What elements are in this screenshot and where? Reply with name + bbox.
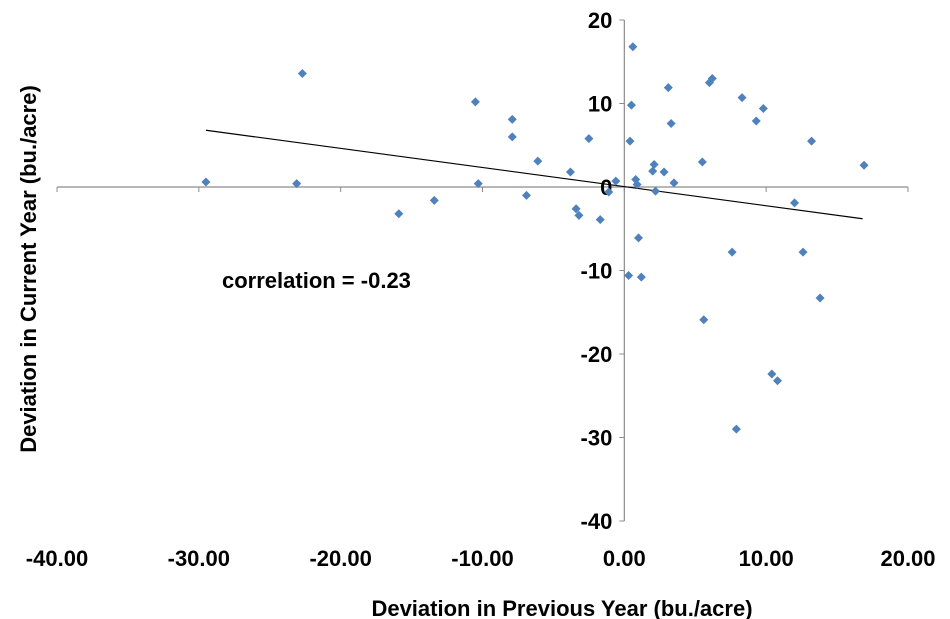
data-point	[521, 190, 531, 200]
data-point	[584, 134, 594, 144]
data-point	[659, 167, 669, 177]
data-point	[669, 178, 679, 188]
data-point	[651, 186, 661, 196]
data-point	[595, 215, 605, 225]
y-tick-label: -30	[581, 426, 613, 451]
data-point	[297, 68, 307, 78]
data-point	[611, 176, 621, 186]
x-tick-label: 20.00	[880, 546, 935, 571]
data-point	[507, 114, 517, 124]
data-points	[201, 42, 869, 434]
data-point	[807, 136, 817, 146]
data-point	[773, 376, 783, 386]
data-point	[731, 424, 741, 434]
data-point	[604, 187, 614, 197]
x-tick-label: -20.00	[309, 546, 371, 571]
data-point	[648, 166, 658, 176]
data-point	[666, 119, 676, 129]
data-point	[292, 179, 302, 189]
y-tick-labels: -40 -30 -20 -10 0 10 20	[581, 8, 625, 534]
y-tick-label: 20	[588, 8, 612, 33]
x-tick-label: -40.00	[26, 546, 88, 571]
data-point	[758, 104, 768, 114]
data-point	[473, 179, 483, 189]
data-point	[628, 42, 638, 52]
data-point	[697, 157, 707, 167]
axes	[57, 20, 908, 521]
data-point	[624, 271, 634, 281]
x-tick-label: -30.00	[168, 546, 230, 571]
x-tick-labels: -40.00 -30.00 -20.00 -10.00 0.00 10.00 20.00	[26, 187, 936, 571]
data-point	[394, 209, 404, 219]
y-tick-label: -20	[581, 342, 613, 367]
data-point	[727, 247, 737, 257]
data-point	[507, 132, 517, 142]
data-point	[625, 136, 635, 146]
data-point	[663, 83, 673, 93]
y-tick-label: -10	[581, 259, 613, 284]
data-point	[815, 293, 825, 303]
data-point	[571, 204, 581, 214]
data-point	[859, 160, 869, 170]
data-point	[649, 159, 659, 169]
y-tick-label: 10	[588, 92, 612, 117]
data-point	[699, 315, 709, 325]
data-point	[565, 167, 575, 177]
data-point	[798, 247, 808, 257]
data-point	[574, 210, 584, 220]
data-point	[737, 93, 747, 103]
data-point	[634, 233, 644, 243]
correlation-annotation: correlation = -0.23	[222, 268, 411, 293]
x-axis-title: Deviation in Previous Year (bu./acre)	[371, 596, 752, 619]
data-point	[767, 369, 777, 379]
data-point	[707, 73, 717, 83]
data-point	[636, 272, 646, 282]
y-axis-title: Deviation in Current Year (bu./acre)	[16, 85, 41, 453]
data-point	[201, 177, 211, 187]
data-point	[751, 116, 761, 126]
x-tick-label: 10.00	[739, 546, 794, 571]
y-tick-label: 0	[600, 175, 612, 200]
data-point	[470, 97, 480, 107]
x-tick-label: 0.00	[603, 546, 646, 571]
data-point	[790, 198, 800, 208]
data-point	[533, 156, 543, 166]
y-tick-label: -40	[581, 509, 613, 534]
data-point	[429, 195, 439, 205]
x-tick-label: -10.00	[451, 546, 513, 571]
data-point	[632, 179, 642, 189]
data-point	[626, 100, 636, 110]
trendline	[205, 129, 863, 220]
